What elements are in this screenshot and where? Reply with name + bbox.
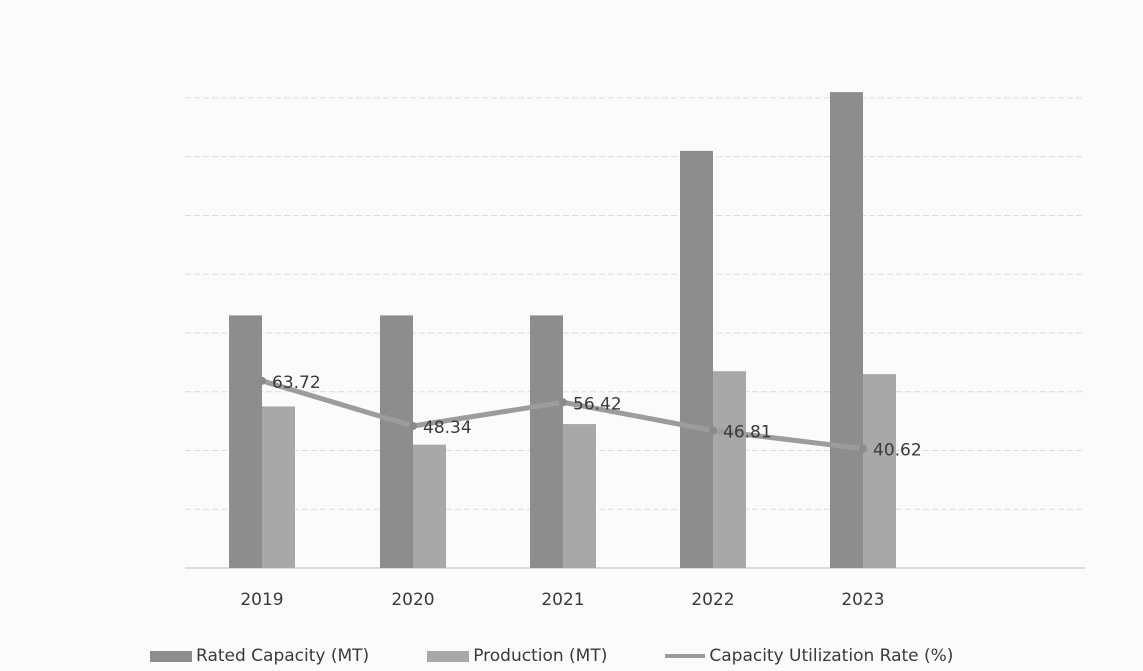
utilization-label-2022: 46.81	[723, 422, 772, 442]
utilization-line	[258, 376, 867, 453]
utilization-label-2021: 56.42	[573, 394, 622, 414]
legend-swatch-rated-capacity	[150, 650, 192, 662]
utilization-label-2019: 63.72	[272, 373, 321, 393]
legend-item-utilization: Capacity Utilization Rate (%)	[665, 646, 953, 666]
legend-swatch-utilization	[665, 654, 706, 658]
x-tick-label-2019: 2019	[240, 590, 283, 610]
legend-item-production: Production (MT)	[427, 646, 607, 666]
utilization-point-2021	[559, 398, 567, 407]
bar-rated-capacity-2023	[830, 92, 863, 568]
utilization-label-2020: 48.34	[423, 418, 472, 438]
utilization-label-2023: 40.62	[873, 441, 922, 461]
legend: Rated Capacity (MT) Production (MT) Capa…	[150, 644, 1050, 668]
gridlines	[185, 97, 1085, 569]
bar-production-2023	[863, 374, 896, 568]
legend-item-rated-capacity: Rated Capacity (MT)	[150, 646, 369, 666]
utilization-point-2023	[859, 444, 867, 453]
x-tick-label-2023: 2023	[841, 590, 884, 610]
x-axis-ticks: 2019 2020 2021 2022 2023	[240, 590, 884, 610]
x-tick-label-2022: 2022	[691, 590, 734, 610]
bar-rated-capacity-2020	[380, 315, 413, 568]
bar-production-2020	[413, 444, 446, 568]
utilization-point-2020	[409, 422, 417, 431]
utilization-point-2019	[258, 376, 266, 385]
bar-rated-capacity-2019	[229, 315, 262, 568]
bar-production-2019	[262, 406, 295, 568]
bars	[229, 92, 896, 568]
x-tick-label-2020: 2020	[391, 590, 434, 610]
legend-label-rated-capacity: Rated Capacity (MT)	[196, 646, 370, 666]
bar-rated-capacity-2022	[680, 150, 713, 568]
bar-rated-capacity-2021	[530, 315, 563, 568]
legend-label-utilization: Capacity Utilization Rate (%)	[709, 646, 954, 666]
utilization-point-2022	[709, 426, 717, 435]
bar-production-2021	[563, 424, 596, 568]
legend-swatch-production	[427, 650, 470, 662]
bar-production-2022	[713, 371, 746, 568]
data-labels: 63.72 48.34 56.42 46.81 40.62	[272, 373, 922, 461]
legend-label-production: Production (MT)	[473, 646, 608, 666]
x-tick-label-2021: 2021	[541, 590, 584, 610]
